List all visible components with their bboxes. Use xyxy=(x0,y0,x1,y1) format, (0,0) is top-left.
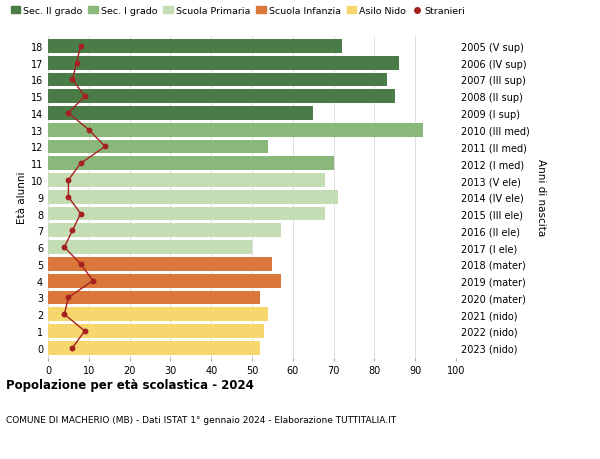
Point xyxy=(59,244,69,251)
Bar xyxy=(48,107,313,121)
Text: Popolazione per età scolastica - 2024: Popolazione per età scolastica - 2024 xyxy=(6,379,254,392)
Point xyxy=(64,177,73,185)
Bar xyxy=(48,257,272,271)
Bar xyxy=(48,90,395,104)
Bar xyxy=(48,207,325,221)
Point xyxy=(76,261,85,268)
Point xyxy=(80,93,89,101)
Bar xyxy=(48,40,342,54)
Bar xyxy=(48,274,281,288)
Bar xyxy=(48,241,252,254)
Point xyxy=(76,210,85,218)
Point xyxy=(64,110,73,118)
Bar xyxy=(48,140,268,154)
Y-axis label: Età alunni: Età alunni xyxy=(17,171,26,224)
Bar xyxy=(48,157,334,171)
Bar xyxy=(48,308,268,321)
Point xyxy=(68,227,77,235)
Bar xyxy=(48,123,424,137)
Point xyxy=(59,311,69,318)
Point xyxy=(64,194,73,201)
Point xyxy=(68,344,77,352)
Bar xyxy=(48,56,399,70)
Point xyxy=(84,127,94,134)
Text: COMUNE DI MACHERIO (MB) - Dati ISTAT 1° gennaio 2024 - Elaborazione TUTTITALIA.I: COMUNE DI MACHERIO (MB) - Dati ISTAT 1° … xyxy=(6,415,396,425)
Bar xyxy=(48,174,325,187)
Bar xyxy=(48,190,338,204)
Bar xyxy=(48,325,264,338)
Point xyxy=(72,60,82,67)
Point xyxy=(88,277,98,285)
Bar xyxy=(48,224,281,238)
Point xyxy=(68,77,77,84)
Bar xyxy=(48,291,260,305)
Legend: Sec. II grado, Sec. I grado, Scuola Primaria, Scuola Infanzia, Asilo Nido, Stran: Sec. II grado, Sec. I grado, Scuola Prim… xyxy=(11,7,466,16)
Point xyxy=(76,43,85,50)
Y-axis label: Anni di nascita: Anni di nascita xyxy=(536,159,546,236)
Bar xyxy=(48,341,260,355)
Point xyxy=(80,328,89,335)
Point xyxy=(76,160,85,168)
Point xyxy=(100,144,110,151)
Point xyxy=(64,294,73,302)
Bar xyxy=(48,73,386,87)
